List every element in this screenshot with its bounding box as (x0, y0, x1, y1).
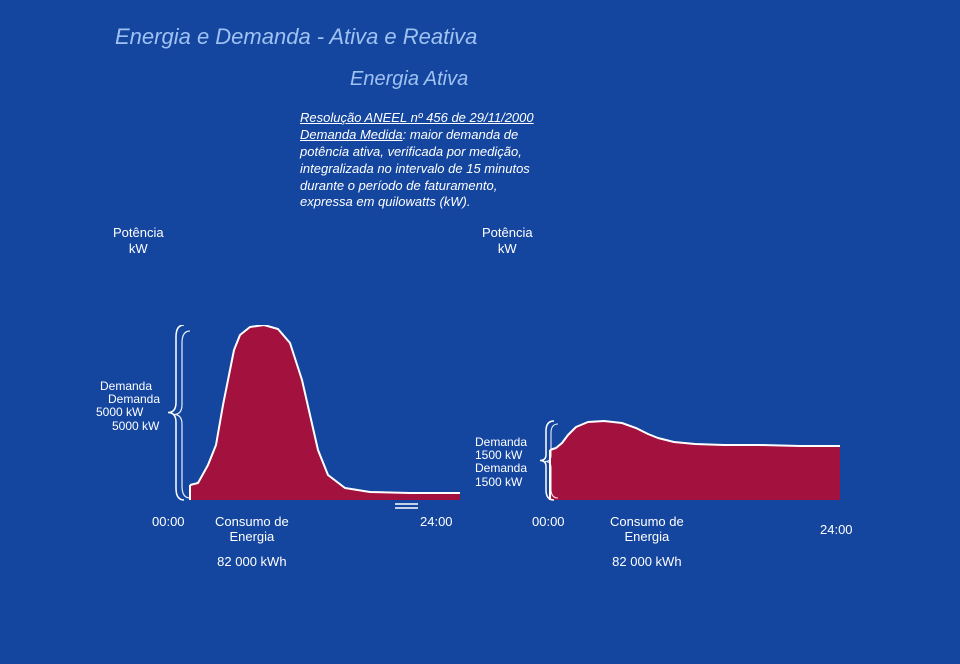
definition-block: Resolução ANEEL nº 456 de 29/11/2000 Dem… (300, 110, 534, 211)
rdem-4: 1500 kW (475, 476, 527, 489)
rdem-3: Demanda (475, 462, 527, 475)
left-y-axis-label: Potência kW (113, 225, 164, 256)
def-l3: potência ativa, verificada por medição, (300, 144, 534, 161)
left-y-axis-bot: kW (129, 241, 148, 256)
left-consumption: Consumo deEnergia 82 000 kWh (215, 514, 289, 569)
ldem-3: 5000 kW (96, 406, 160, 419)
right-chart (540, 325, 840, 510)
def-l2: : maior demanda de (403, 127, 519, 142)
left-x-end: 24:00 (420, 514, 453, 529)
def-ref: Resolução ANEEL nº 456 de 29/11/2000 (300, 110, 534, 125)
page-subtitle: Energia Ativa (350, 68, 468, 91)
lcons-l1: Consumo de (215, 514, 289, 529)
right-y-axis-label: Potência kW (482, 225, 533, 256)
lcons-l2: Energia (229, 529, 274, 544)
rcons-val: 82 000 kWh (610, 554, 684, 569)
def-l5: durante o período de faturamento, (300, 178, 534, 195)
rcons-l2: Energia (624, 529, 669, 544)
right-x-start: 00:00 (532, 514, 565, 529)
right-y-axis-top: Potência (482, 225, 533, 240)
right-consumption: Consumo deEnergia 82 000 kWh (610, 514, 684, 569)
ldem-4: 5000 kW (112, 420, 160, 433)
right-x-end: 24:00 (820, 522, 853, 537)
left-demand-label: Demanda Demanda 5000 kW 5000 kW (100, 380, 160, 433)
right-demand-label: Demanda 1500 kW Demanda 1500 kW (475, 436, 527, 489)
right-y-axis-bot: kW (498, 241, 517, 256)
left-y-axis-top: Potência (113, 225, 164, 240)
page-title: Energia e Demanda - Ativa e Reativa (115, 24, 477, 50)
def-term: Demanda Medida (300, 127, 403, 142)
left-chart (160, 325, 460, 510)
left-x-start: 00:00 (152, 514, 185, 529)
def-l4: integralizada no intervalo de 15 minutos (300, 161, 534, 178)
rcons-l1: Consumo de (610, 514, 684, 529)
lcons-val: 82 000 kWh (215, 554, 289, 569)
def-l6: expressa em quilowatts (kW). (300, 194, 534, 211)
